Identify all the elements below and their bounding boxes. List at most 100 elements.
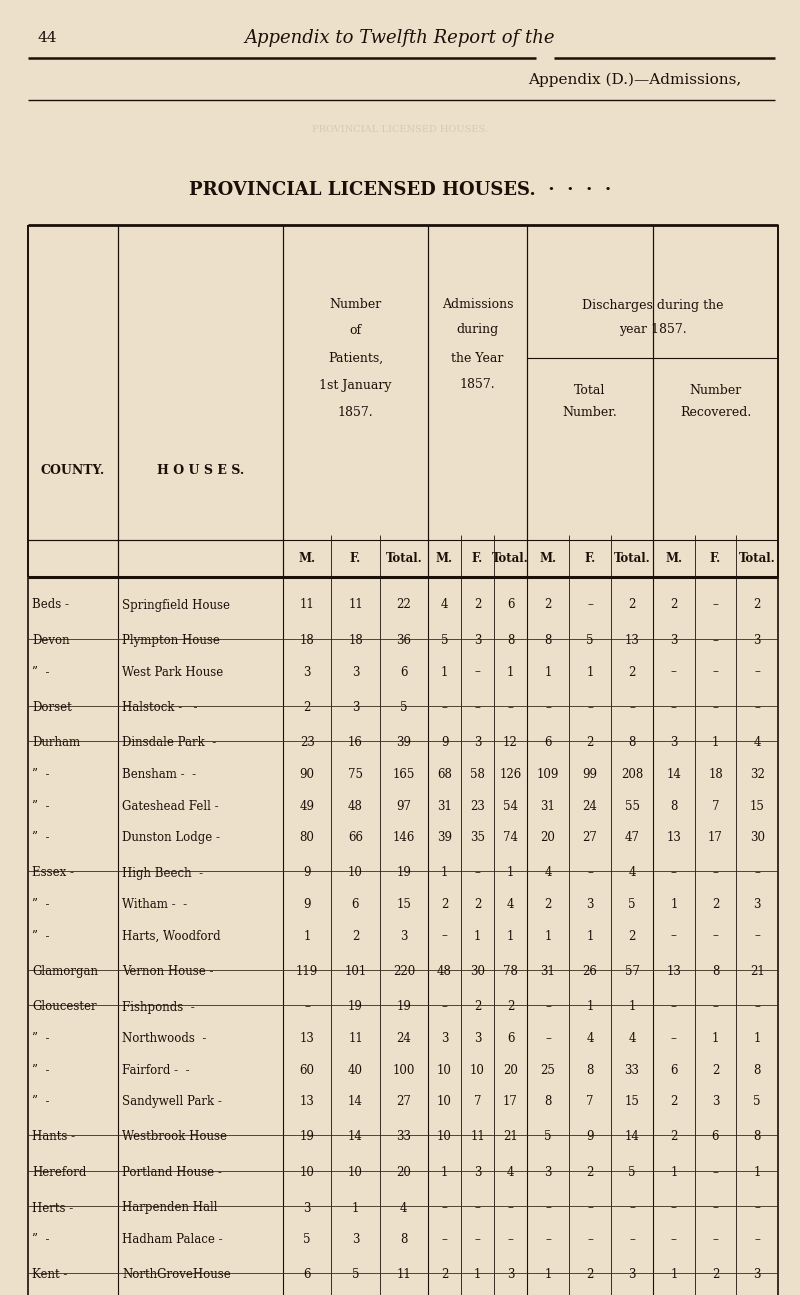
Text: 3: 3	[303, 666, 311, 679]
Text: 8: 8	[754, 1131, 761, 1143]
Text: 220: 220	[393, 965, 415, 978]
Text: 33: 33	[625, 1063, 639, 1076]
Text: Total: Total	[574, 383, 606, 396]
Text: 10: 10	[300, 1166, 314, 1178]
Text: 4: 4	[506, 1166, 514, 1178]
Text: 1: 1	[670, 897, 678, 910]
Text: 2: 2	[474, 897, 481, 910]
Text: –: –	[713, 635, 718, 648]
Text: 3: 3	[352, 666, 359, 679]
Text: 66: 66	[348, 831, 363, 844]
Text: 2: 2	[670, 1131, 678, 1143]
Text: 1: 1	[352, 1202, 359, 1215]
Text: 2: 2	[628, 598, 636, 611]
Text: 54: 54	[503, 799, 518, 812]
Text: 8: 8	[400, 1233, 407, 1246]
Text: High Beech  -: High Beech -	[122, 866, 203, 879]
Text: 9: 9	[303, 897, 311, 910]
Text: Admissions: Admissions	[442, 299, 514, 312]
Text: 2: 2	[628, 930, 636, 943]
Text: 4: 4	[506, 897, 514, 910]
Text: 1: 1	[544, 1269, 552, 1282]
Text: 1: 1	[712, 737, 719, 750]
Text: –: –	[545, 1032, 551, 1045]
Text: 1st January: 1st January	[319, 378, 392, 391]
Text: Herts -: Herts -	[32, 1202, 74, 1215]
Text: –: –	[671, 1202, 677, 1215]
Text: 2: 2	[586, 737, 594, 750]
Text: Plympton House: Plympton House	[122, 635, 220, 648]
Text: 7: 7	[586, 1096, 594, 1109]
Text: 17: 17	[503, 1096, 518, 1109]
Text: 3: 3	[628, 1269, 636, 1282]
Text: 48: 48	[437, 965, 452, 978]
Text: 58: 58	[470, 768, 485, 781]
Text: 20: 20	[396, 1166, 411, 1178]
Text: –: –	[442, 930, 447, 943]
Text: 78: 78	[503, 965, 518, 978]
Text: Sandywell Park -: Sandywell Park -	[122, 1096, 222, 1109]
Text: Number.: Number.	[562, 407, 618, 420]
Text: 109: 109	[537, 768, 559, 781]
Text: 1857.: 1857.	[460, 378, 495, 391]
Text: 3: 3	[474, 635, 482, 648]
Text: 1: 1	[670, 1166, 678, 1178]
Text: 19: 19	[300, 1131, 314, 1143]
Text: 8: 8	[670, 799, 678, 812]
Text: 39: 39	[396, 737, 411, 750]
Text: F.: F.	[584, 552, 596, 565]
Text: 5: 5	[628, 1166, 636, 1178]
Text: ”  -: ” -	[32, 1032, 50, 1045]
Text: 4: 4	[544, 866, 552, 879]
Text: M.: M.	[436, 552, 453, 565]
Text: 16: 16	[348, 737, 363, 750]
Text: 13: 13	[666, 965, 682, 978]
Text: –: –	[713, 1001, 718, 1014]
Text: –: –	[713, 598, 718, 611]
Text: 21: 21	[750, 965, 765, 978]
Text: 3: 3	[506, 1269, 514, 1282]
Text: West Park House: West Park House	[122, 666, 223, 679]
Text: 2: 2	[441, 897, 448, 910]
Text: 12: 12	[503, 737, 518, 750]
Text: 15: 15	[750, 799, 765, 812]
Text: 3: 3	[474, 1032, 482, 1045]
Text: Number: Number	[330, 299, 382, 312]
Text: 5: 5	[754, 1096, 761, 1109]
Text: 24: 24	[582, 799, 598, 812]
Text: 14: 14	[348, 1096, 363, 1109]
Text: 1: 1	[628, 1001, 636, 1014]
Text: 1: 1	[441, 866, 448, 879]
Text: F.: F.	[472, 552, 483, 565]
Text: 2: 2	[352, 930, 359, 943]
Text: 6: 6	[506, 598, 514, 611]
Text: Kent -: Kent -	[32, 1269, 67, 1282]
Text: 13: 13	[300, 1096, 314, 1109]
Text: Hants -: Hants -	[32, 1131, 75, 1143]
Text: 25: 25	[541, 1063, 555, 1076]
Text: 15: 15	[625, 1096, 639, 1109]
Text: Gateshead Fell -: Gateshead Fell -	[122, 799, 218, 812]
Text: –: –	[671, 866, 677, 879]
Text: –: –	[713, 1233, 718, 1246]
Text: –: –	[713, 701, 718, 714]
Text: Number: Number	[690, 383, 742, 396]
Text: 9: 9	[441, 737, 448, 750]
Text: Westbrook House: Westbrook House	[122, 1131, 227, 1143]
Text: 3: 3	[670, 635, 678, 648]
Text: 35: 35	[470, 831, 485, 844]
Text: 68: 68	[437, 768, 452, 781]
Text: F.: F.	[350, 552, 361, 565]
Text: 3: 3	[670, 737, 678, 750]
Text: 1: 1	[507, 930, 514, 943]
Text: –: –	[587, 598, 593, 611]
Text: 9: 9	[303, 866, 311, 879]
Text: 4: 4	[400, 1202, 407, 1215]
Text: 48: 48	[348, 799, 363, 812]
Text: Northwoods  -: Northwoods -	[122, 1032, 206, 1045]
Text: 2: 2	[441, 1269, 448, 1282]
Text: 10: 10	[437, 1096, 452, 1109]
Text: Total.: Total.	[614, 552, 650, 565]
Text: 3: 3	[754, 635, 761, 648]
Text: 44: 44	[38, 31, 58, 45]
